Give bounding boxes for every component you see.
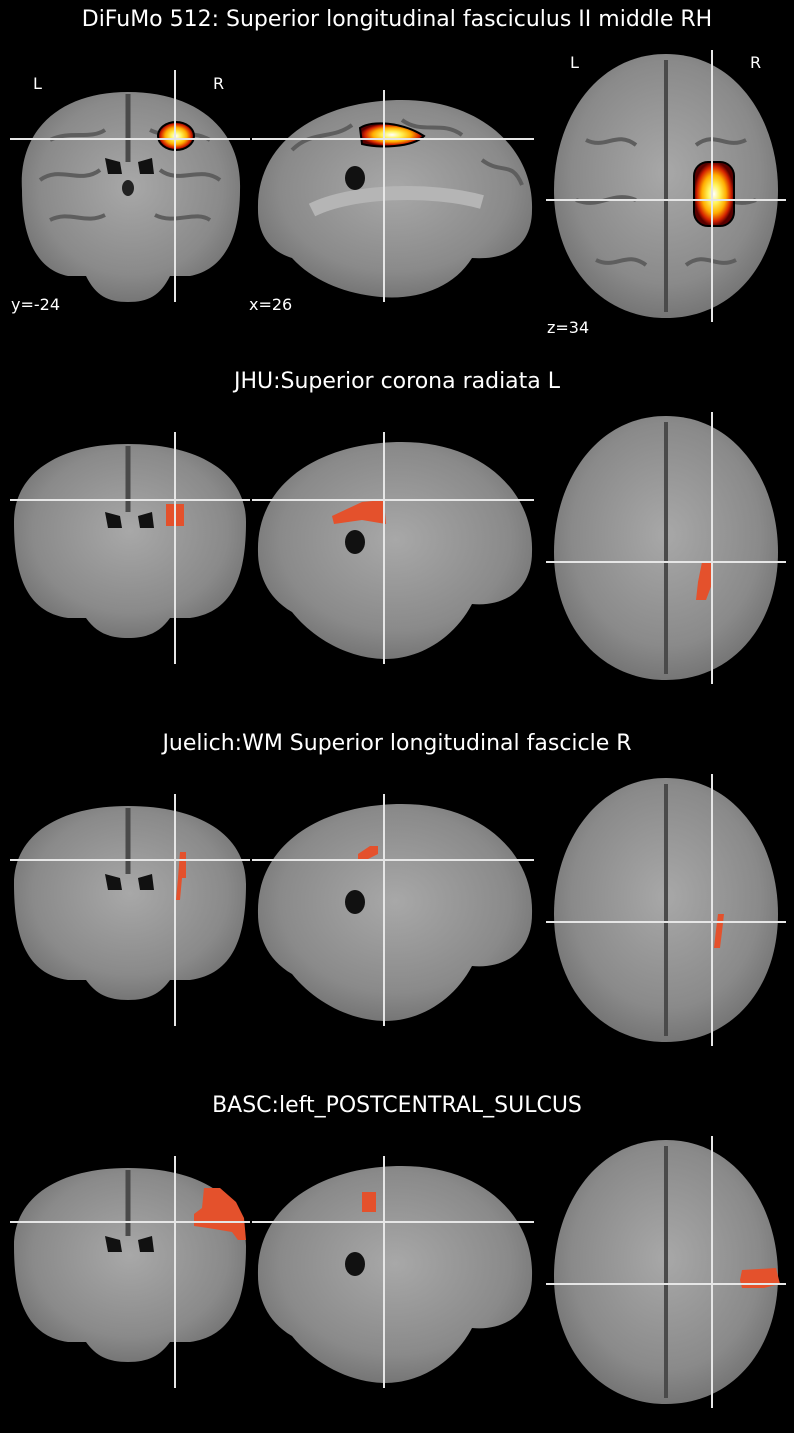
coronal-brain-slice-icon xyxy=(10,794,250,1026)
coronal-view[interactable] xyxy=(10,70,250,302)
sagittal-coordinate: x=26 xyxy=(249,296,292,314)
sagittal-view[interactable] xyxy=(252,432,534,664)
axial-left-label: L xyxy=(570,54,579,72)
sagittal-view[interactable] xyxy=(252,90,534,302)
panel-jhu: JHU:Superior corona radiata L xyxy=(0,362,794,722)
sagittal-view[interactable] xyxy=(252,1156,534,1388)
axial-view[interactable] xyxy=(546,1136,786,1408)
orientation-right-label: R xyxy=(213,75,224,93)
sagittal-view[interactable] xyxy=(252,794,534,1026)
orientation-left-label: L xyxy=(33,75,42,93)
coronal-coordinate: y=-24 xyxy=(11,296,60,314)
axial-view[interactable] xyxy=(546,412,786,684)
panel-title: JHU:Superior corona radiata L xyxy=(0,368,794,396)
panel-difumo: DiFuMo 512: Superior longitudinal fascic… xyxy=(0,0,794,360)
axial-view[interactable] xyxy=(546,774,786,1046)
coronal-brain-slice-icon xyxy=(10,432,250,664)
axial-brain-slice-icon xyxy=(546,50,786,322)
coronal-view[interactable] xyxy=(10,1156,250,1388)
coronal-view[interactable] xyxy=(10,794,250,1026)
sagittal-brain-slice-icon xyxy=(252,90,534,302)
panel-title: BASC:left_POSTCENTRAL_SULCUS xyxy=(0,1092,794,1120)
axial-brain-slice-icon xyxy=(546,412,786,684)
coronal-brain-slice-icon xyxy=(10,70,250,302)
axial-brain-slice-icon xyxy=(546,1136,786,1408)
sagittal-brain-slice-icon xyxy=(252,1156,534,1388)
axial-view[interactable] xyxy=(546,50,786,322)
sagittal-brain-slice-icon xyxy=(252,432,534,664)
sagittal-brain-slice-icon xyxy=(252,794,534,1026)
panel-title: Juelich:WM Superior longitudinal fascicl… xyxy=(0,730,794,758)
panel-title: DiFuMo 512: Superior longitudinal fascic… xyxy=(0,6,794,34)
panel-juelich: Juelich:WM Superior longitudinal fascicl… xyxy=(0,724,794,1084)
panel-basc: BASC:left_POSTCENTRAL_SULCUS xyxy=(0,1086,794,1433)
coronal-brain-slice-icon xyxy=(10,1156,250,1388)
axial-brain-slice-icon xyxy=(546,774,786,1046)
coronal-view[interactable] xyxy=(10,432,250,664)
axial-coordinate: z=34 xyxy=(547,319,589,337)
axial-right-label: R xyxy=(750,54,761,72)
